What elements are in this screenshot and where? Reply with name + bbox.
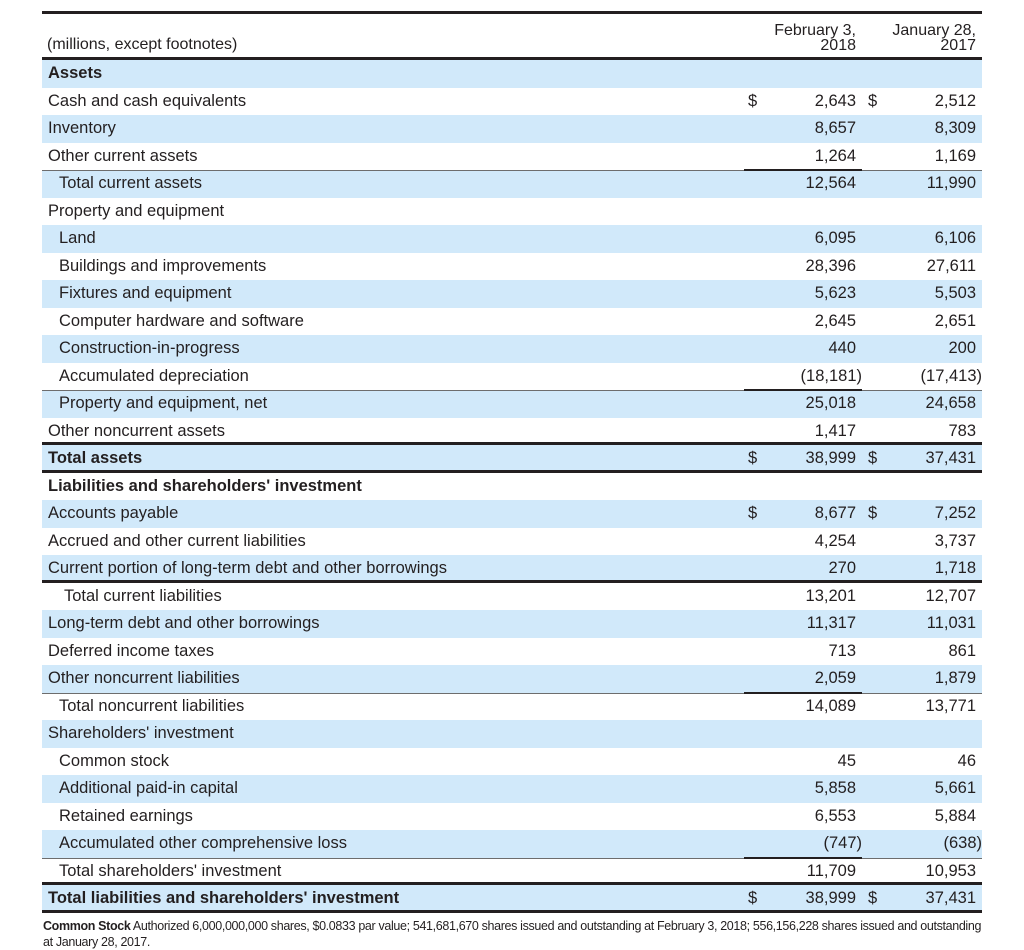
table-row: Other noncurrent liabilities 2,059 1,879: [42, 665, 982, 693]
footnote-common-stock: Common Stock Authorized 6,000,000,000 sh…: [43, 918, 988, 950]
currency-symbol: $: [868, 889, 878, 907]
section-header-shareholders: Shareholders' investment: [42, 720, 982, 748]
table-row: Accrued and other current liabilities 4,…: [48, 531, 976, 550]
table-row: Cash and cash equivalents $ 2,643 $ 2,51…: [48, 91, 976, 110]
balance-sheet-table: (millions, except footnotes) February 3,…: [42, 11, 982, 913]
column-header-feb-2018: February 3, 2018: [774, 22, 856, 54]
table-header: (millions, except footnotes) February 3,…: [42, 14, 982, 60]
table-row: Accumulated depreciation (18,181) (17,41…: [42, 363, 982, 391]
units-label: (millions, except footnotes): [47, 36, 238, 53]
currency-symbol: $: [868, 91, 878, 110]
table-row: Computer hardware and software 2,645 2,6…: [59, 311, 976, 330]
section-header-liabilities: Liabilities and shareholders' investment: [48, 476, 362, 495]
table-row: Long-term debt and other borrowings 11,3…: [42, 610, 982, 638]
table-row: Retained earnings 6,553 5,884: [59, 806, 976, 825]
subtotal-row: Total current liabilities 13,201 12,707: [64, 586, 976, 605]
table-row: Other noncurrent assets 1,417 783: [42, 418, 982, 445]
footnote-lead: Common Stock: [43, 919, 131, 933]
table-row: Land 6,095 6,106: [42, 225, 982, 253]
subtotal-row: Total current assets 12,564 11,990: [42, 170, 982, 198]
currency-symbol: $: [748, 889, 758, 907]
table-row: Deferred income taxes 713 861: [48, 641, 976, 660]
currency-symbol: $: [868, 504, 878, 522]
footnote-text: Authorized 6,000,000,000 shares, $0.0833…: [43, 919, 982, 949]
currency-symbol: $: [748, 449, 758, 467]
section-header-assets: Assets: [42, 60, 982, 88]
table-row: Inventory 8,657 8,309: [42, 115, 982, 143]
column-header-jan-2017: January 28, 2017: [892, 22, 976, 54]
total-row-liabilities-equity: Total liabilities and shareholders' inve…: [42, 885, 982, 913]
table-row: Additional paid-in capital 5,858 5,661: [42, 775, 982, 803]
table-row: Current portion of long-term debt and ot…: [42, 555, 982, 583]
table-row: Accumulated other comprehensive loss (74…: [42, 830, 982, 858]
table-row: Accounts payable $ 8,677 $ 7,252: [42, 500, 982, 528]
currency-symbol: $: [868, 449, 878, 467]
section-header-property: Property and equipment: [48, 201, 225, 220]
currency-symbol: $: [748, 504, 758, 522]
subtotal-row: Total noncurrent liabilities 14,089 13,7…: [59, 696, 976, 715]
table-row: Other current assets 1,264 1,169: [42, 143, 982, 171]
subtotal-row: Property and equipment, net 25,018 24,65…: [42, 390, 982, 418]
subtotal-row: Total shareholders' investment 11,709 10…: [42, 858, 982, 885]
currency-symbol: $: [748, 91, 758, 110]
table-row: Buildings and improvements 28,396 27,611: [59, 256, 976, 275]
table-row: Fixtures and equipment 5,623 5,503: [42, 280, 982, 308]
table-row: Construction-in-progress 440 200: [42, 335, 982, 363]
total-row-assets: Total assets $ 38,999 $ 37,431: [42, 445, 982, 473]
table-row: Common stock 45 46: [59, 751, 976, 770]
top-rule: [42, 11, 982, 14]
